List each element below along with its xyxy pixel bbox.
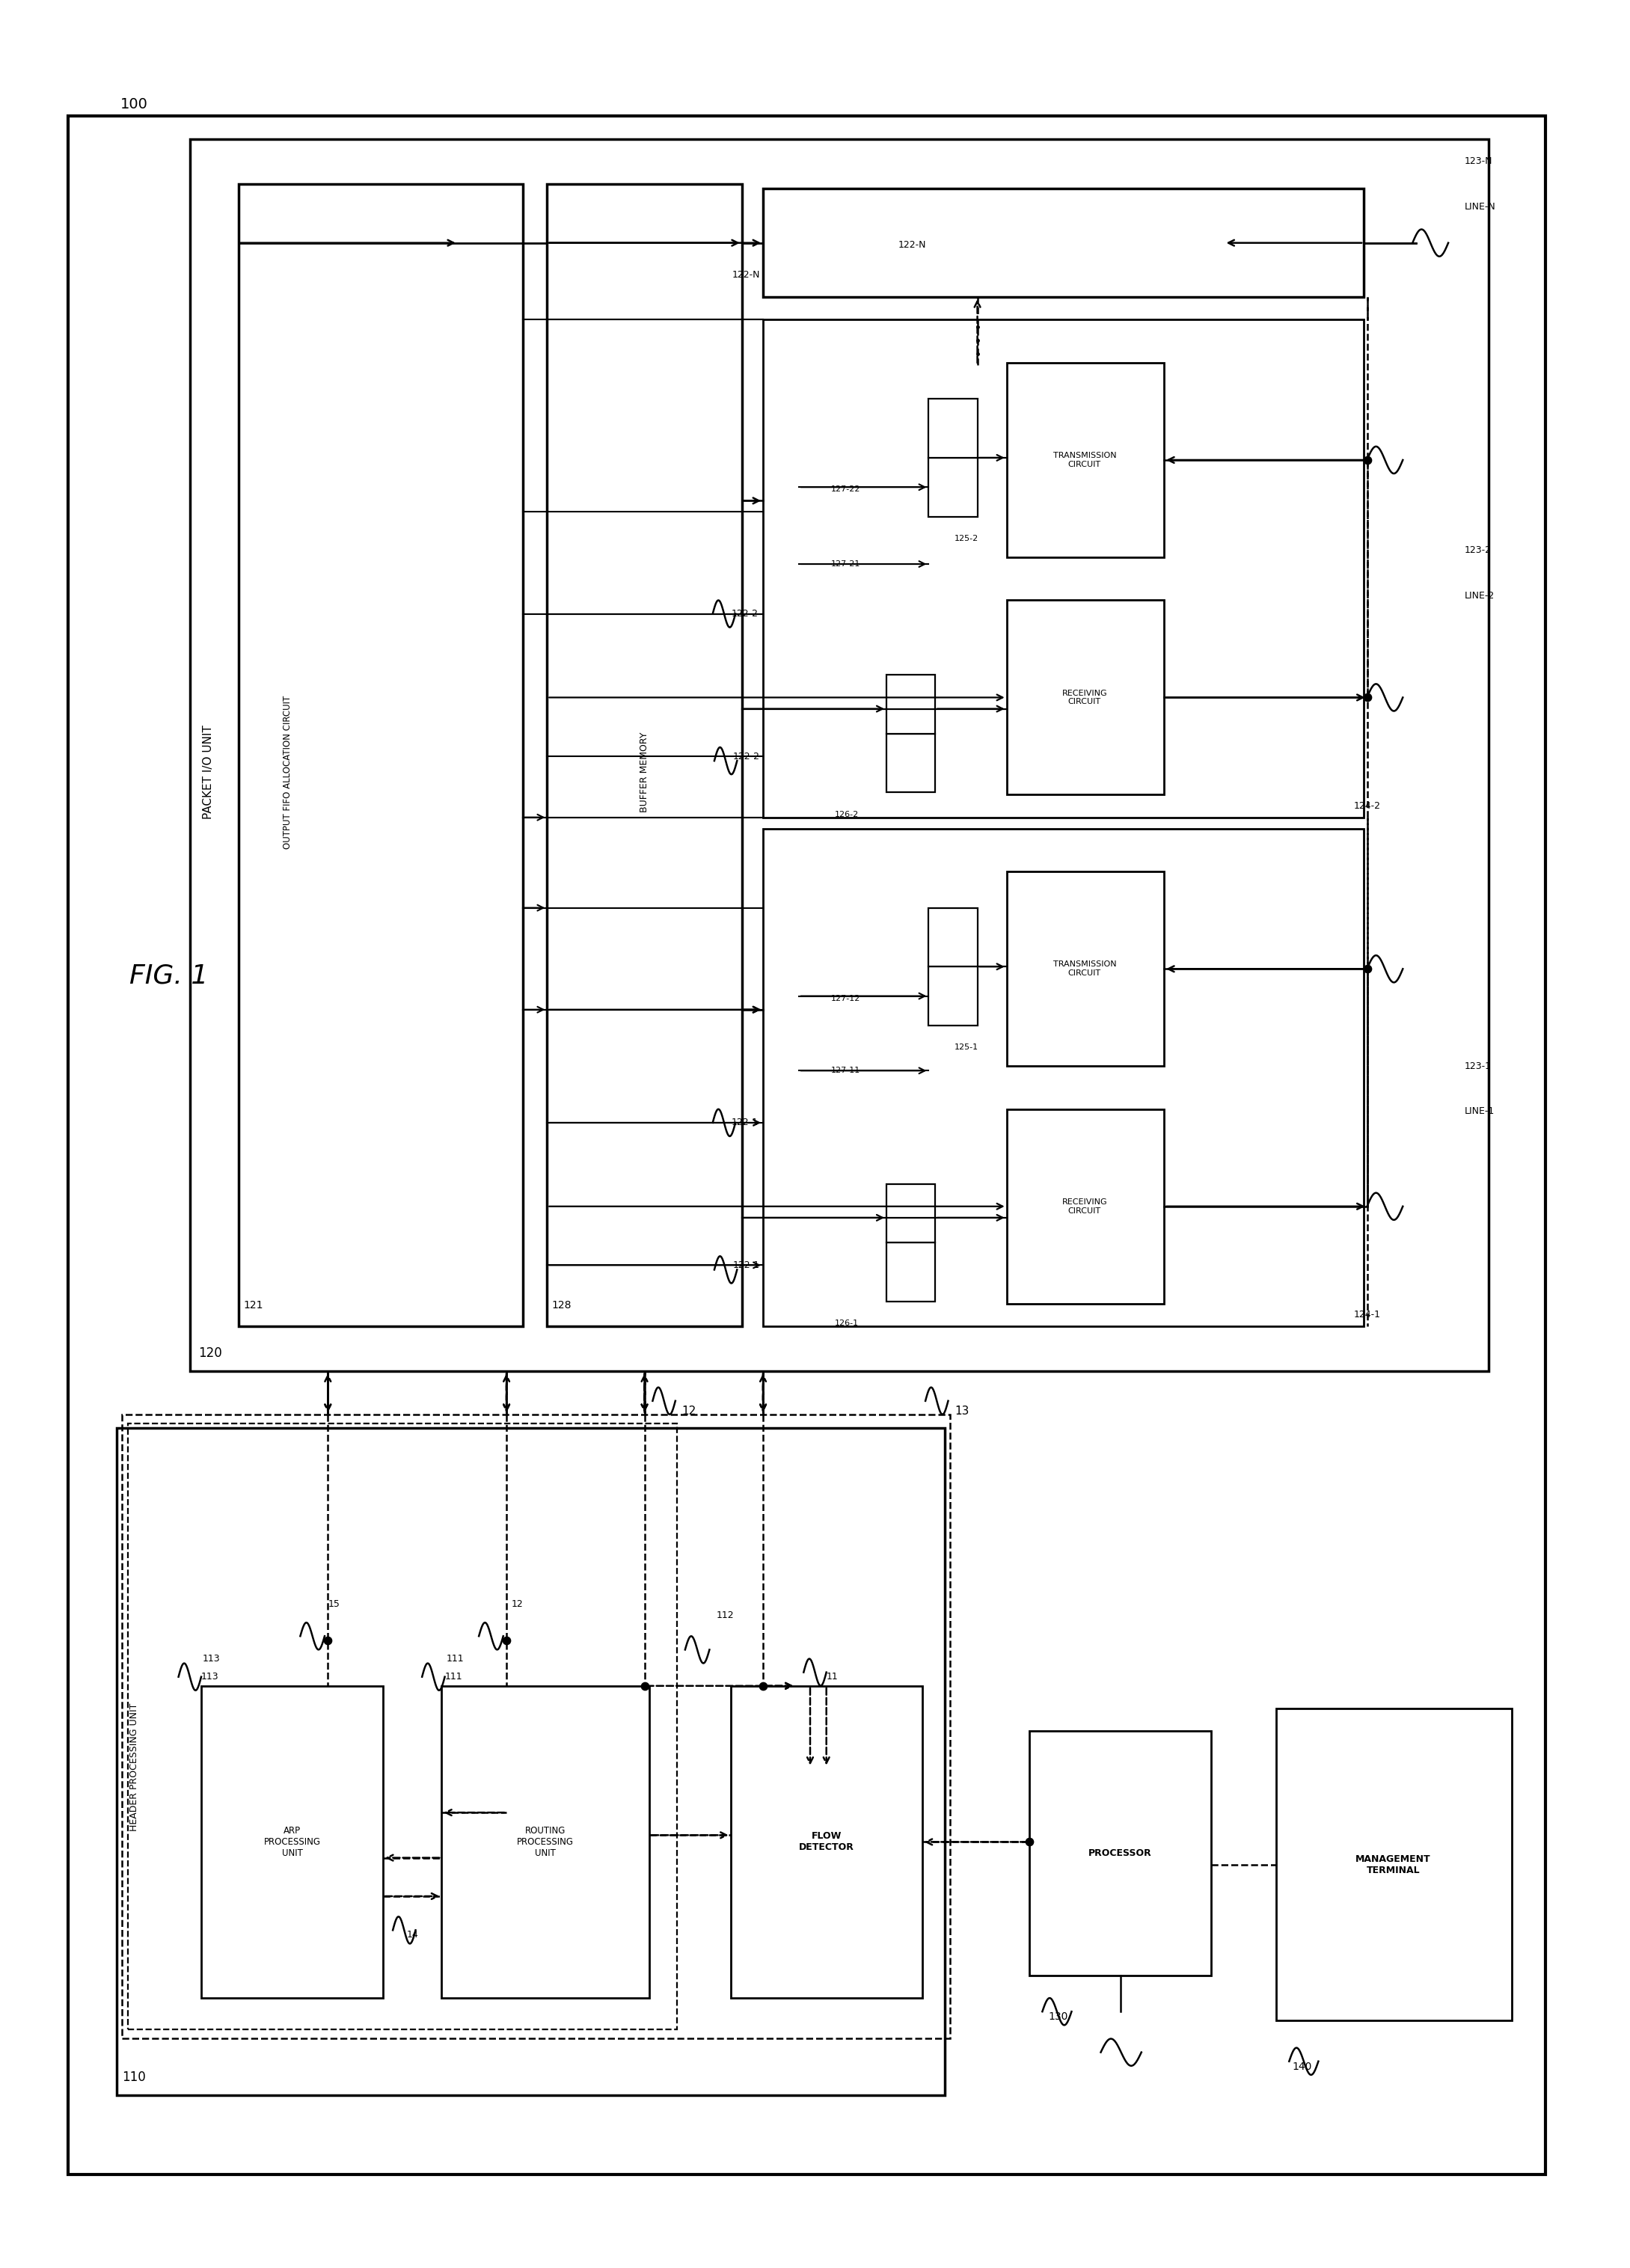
Text: 122-2: 122-2 bbox=[734, 751, 760, 762]
Bar bbox=[1029, 1730, 1211, 1975]
Text: RECEIVING
CIRCUIT: RECEIVING CIRCUIT bbox=[1061, 1198, 1107, 1213]
Text: 112: 112 bbox=[716, 1610, 734, 1619]
Bar bbox=[122, 1415, 950, 2039]
Text: LINE-2: LINE-2 bbox=[1464, 592, 1495, 601]
Text: 111: 111 bbox=[445, 1672, 463, 1681]
Point bbox=[494, 1622, 520, 1658]
Point bbox=[1355, 442, 1381, 479]
Bar bbox=[763, 320, 1364, 816]
Bar bbox=[763, 828, 1364, 1327]
Text: 113: 113 bbox=[200, 1672, 218, 1681]
Text: 126-1: 126-1 bbox=[835, 1320, 859, 1327]
Text: 122-N: 122-N bbox=[898, 240, 926, 249]
Bar bbox=[189, 138, 1488, 1372]
Bar bbox=[929, 458, 978, 517]
Point bbox=[1015, 1823, 1042, 1860]
Text: 127-12: 127-12 bbox=[831, 996, 861, 1002]
Bar bbox=[200, 1685, 383, 1998]
Bar bbox=[1007, 1109, 1164, 1304]
Text: 120: 120 bbox=[197, 1347, 222, 1361]
Bar bbox=[117, 1429, 945, 2096]
Bar bbox=[763, 188, 1364, 297]
Bar bbox=[129, 1424, 676, 2030]
Text: 12: 12 bbox=[681, 1406, 696, 1418]
Bar bbox=[887, 1184, 936, 1243]
Text: 130: 130 bbox=[1048, 2012, 1068, 2023]
Bar bbox=[730, 1685, 923, 1998]
Text: 124-1: 124-1 bbox=[1355, 1309, 1381, 1320]
Bar bbox=[442, 1685, 649, 1998]
Text: 122-1: 122-1 bbox=[734, 1261, 760, 1270]
Text: 121: 121 bbox=[243, 1300, 264, 1311]
Text: ROUTING
PROCESSING
UNIT: ROUTING PROCESSING UNIT bbox=[517, 1826, 574, 1857]
Bar bbox=[929, 966, 978, 1025]
Text: TRANSMISSION
CIRCUIT: TRANSMISSION CIRCUIT bbox=[1053, 962, 1117, 978]
Text: 122-N: 122-N bbox=[732, 270, 760, 279]
Text: LINE-1: LINE-1 bbox=[1464, 1107, 1495, 1116]
Bar bbox=[887, 733, 936, 792]
Text: 128: 128 bbox=[553, 1300, 572, 1311]
Text: 11: 11 bbox=[826, 1672, 838, 1681]
Text: MANAGEMENT
TERMINAL: MANAGEMENT TERMINAL bbox=[1356, 1853, 1431, 1876]
Text: 123-N: 123-N bbox=[1464, 156, 1493, 166]
Text: 140: 140 bbox=[1293, 2062, 1312, 2071]
Text: 124-2: 124-2 bbox=[1355, 801, 1381, 810]
Text: FLOW
DETECTOR: FLOW DETECTOR bbox=[799, 1833, 854, 1853]
Text: 127-22: 127-22 bbox=[831, 485, 861, 492]
Point bbox=[631, 1667, 657, 1703]
Text: RECEIVING
CIRCUIT: RECEIVING CIRCUIT bbox=[1061, 689, 1107, 705]
Text: 100: 100 bbox=[121, 98, 148, 111]
Text: 15: 15 bbox=[328, 1599, 339, 1608]
Text: FIG. 1: FIG. 1 bbox=[130, 964, 209, 989]
Text: ARP
PROCESSING
UNIT: ARP PROCESSING UNIT bbox=[264, 1826, 321, 1857]
Bar bbox=[548, 184, 742, 1327]
Text: PACKET I/O UNIT: PACKET I/O UNIT bbox=[202, 726, 214, 819]
Text: 110: 110 bbox=[122, 2071, 145, 2084]
Text: 122-1: 122-1 bbox=[732, 1118, 758, 1127]
Text: TRANSMISSION
CIRCUIT: TRANSMISSION CIRCUIT bbox=[1053, 451, 1117, 467]
Text: BUFFER MEMORY: BUFFER MEMORY bbox=[639, 733, 649, 812]
Bar bbox=[1276, 1708, 1511, 2021]
Bar bbox=[887, 1243, 936, 1302]
Text: 126-2: 126-2 bbox=[835, 810, 859, 819]
Text: 14: 14 bbox=[406, 1930, 419, 1939]
Bar bbox=[1007, 363, 1164, 558]
Text: PROCESSOR: PROCESSOR bbox=[1089, 1848, 1152, 1857]
Text: 125-2: 125-2 bbox=[955, 535, 978, 542]
Text: LINE-N: LINE-N bbox=[1464, 202, 1496, 211]
Bar bbox=[1007, 601, 1164, 794]
Text: 127-11: 127-11 bbox=[831, 1066, 861, 1075]
Text: 111: 111 bbox=[447, 1653, 465, 1662]
Bar bbox=[929, 399, 978, 458]
Text: 122-2: 122-2 bbox=[732, 608, 758, 619]
Text: OUTPUT FIFO ALLOCATION CIRCUIT: OUTPUT FIFO ALLOCATION CIRCUIT bbox=[282, 696, 292, 848]
Text: 123-1: 123-1 bbox=[1464, 1061, 1491, 1070]
Bar bbox=[929, 907, 978, 966]
Text: 127-21: 127-21 bbox=[831, 560, 861, 567]
Point bbox=[1355, 680, 1381, 717]
Point bbox=[315, 1622, 341, 1658]
Text: HEADER PROCESSING UNIT: HEADER PROCESSING UNIT bbox=[130, 1703, 140, 1830]
Text: 113: 113 bbox=[202, 1653, 220, 1662]
Bar bbox=[238, 184, 523, 1327]
Point bbox=[750, 1667, 776, 1703]
Text: 125-1: 125-1 bbox=[955, 1043, 978, 1050]
Text: 123-2: 123-2 bbox=[1464, 547, 1491, 556]
Text: 12: 12 bbox=[512, 1599, 523, 1608]
Point bbox=[1355, 950, 1381, 987]
Text: 13: 13 bbox=[955, 1406, 970, 1418]
Bar bbox=[1007, 871, 1164, 1066]
Bar bbox=[887, 676, 936, 733]
